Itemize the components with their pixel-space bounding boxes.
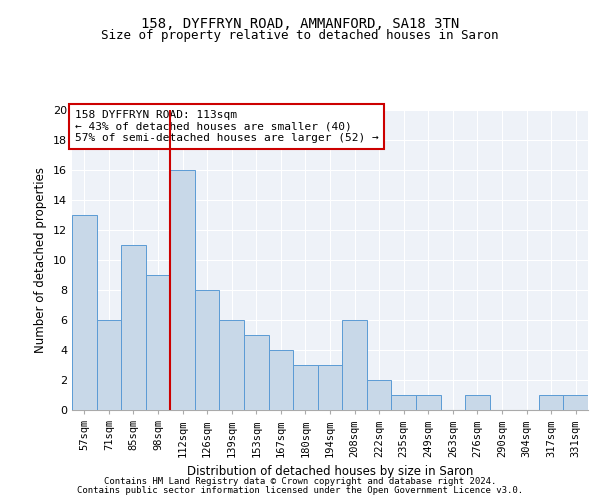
Text: Contains public sector information licensed under the Open Government Licence v3: Contains public sector information licen… xyxy=(77,486,523,495)
Text: 158, DYFFRYN ROAD, AMMANFORD, SA18 3TN: 158, DYFFRYN ROAD, AMMANFORD, SA18 3TN xyxy=(141,18,459,32)
Bar xyxy=(244,335,269,410)
Text: Size of property relative to detached houses in Saron: Size of property relative to detached ho… xyxy=(101,29,499,42)
Bar xyxy=(367,380,391,410)
Bar xyxy=(170,170,195,410)
Y-axis label: Number of detached properties: Number of detached properties xyxy=(34,167,47,353)
Bar xyxy=(146,275,170,410)
Bar xyxy=(342,320,367,410)
Text: Contains HM Land Registry data © Crown copyright and database right 2024.: Contains HM Land Registry data © Crown c… xyxy=(104,477,496,486)
X-axis label: Distribution of detached houses by size in Saron: Distribution of detached houses by size … xyxy=(187,465,473,478)
Bar xyxy=(416,395,440,410)
Text: 158 DYFFRYN ROAD: 113sqm
← 43% of detached houses are smaller (40)
57% of semi-d: 158 DYFFRYN ROAD: 113sqm ← 43% of detach… xyxy=(74,110,379,143)
Bar xyxy=(391,395,416,410)
Bar xyxy=(220,320,244,410)
Bar xyxy=(97,320,121,410)
Bar xyxy=(293,365,318,410)
Bar xyxy=(465,395,490,410)
Bar xyxy=(563,395,588,410)
Bar xyxy=(269,350,293,410)
Bar xyxy=(121,245,146,410)
Bar xyxy=(318,365,342,410)
Bar xyxy=(195,290,220,410)
Bar xyxy=(72,215,97,410)
Bar xyxy=(539,395,563,410)
